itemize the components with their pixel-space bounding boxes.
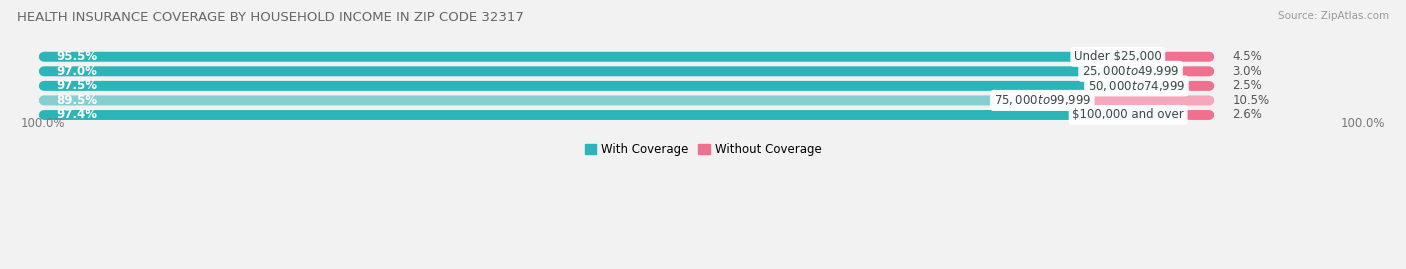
FancyBboxPatch shape bbox=[38, 66, 1180, 76]
Text: 97.0%: 97.0% bbox=[56, 65, 97, 78]
FancyBboxPatch shape bbox=[1180, 66, 1215, 76]
Text: Under $25,000: Under $25,000 bbox=[1074, 50, 1161, 63]
Text: 100.0%: 100.0% bbox=[21, 117, 66, 130]
Text: Source: ZipAtlas.com: Source: ZipAtlas.com bbox=[1278, 11, 1389, 21]
Text: 89.5%: 89.5% bbox=[56, 94, 97, 107]
Text: 4.5%: 4.5% bbox=[1232, 50, 1263, 63]
FancyBboxPatch shape bbox=[38, 52, 1161, 62]
Text: 97.5%: 97.5% bbox=[56, 79, 97, 92]
FancyBboxPatch shape bbox=[1161, 52, 1215, 62]
FancyBboxPatch shape bbox=[38, 52, 1215, 62]
Text: 3.0%: 3.0% bbox=[1232, 65, 1261, 78]
FancyBboxPatch shape bbox=[38, 81, 1185, 91]
FancyBboxPatch shape bbox=[1185, 81, 1215, 91]
Text: 2.5%: 2.5% bbox=[1232, 79, 1263, 92]
FancyBboxPatch shape bbox=[1184, 110, 1215, 120]
FancyBboxPatch shape bbox=[38, 110, 1184, 120]
FancyBboxPatch shape bbox=[38, 110, 1215, 120]
Text: $50,000 to $74,999: $50,000 to $74,999 bbox=[1088, 79, 1185, 93]
Text: $75,000 to $99,999: $75,000 to $99,999 bbox=[994, 93, 1091, 107]
Text: 100.0%: 100.0% bbox=[1340, 117, 1385, 130]
Text: $100,000 and over: $100,000 and over bbox=[1073, 108, 1184, 122]
Text: 10.5%: 10.5% bbox=[1232, 94, 1270, 107]
Text: 97.4%: 97.4% bbox=[56, 108, 97, 122]
FancyBboxPatch shape bbox=[38, 81, 1215, 91]
Text: 2.6%: 2.6% bbox=[1232, 108, 1263, 122]
Legend: With Coverage, Without Coverage: With Coverage, Without Coverage bbox=[579, 139, 827, 161]
FancyBboxPatch shape bbox=[1091, 95, 1215, 105]
Text: 95.5%: 95.5% bbox=[56, 50, 97, 63]
Text: $25,000 to $49,999: $25,000 to $49,999 bbox=[1081, 64, 1180, 78]
FancyBboxPatch shape bbox=[38, 95, 1091, 105]
Text: HEALTH INSURANCE COVERAGE BY HOUSEHOLD INCOME IN ZIP CODE 32317: HEALTH INSURANCE COVERAGE BY HOUSEHOLD I… bbox=[17, 11, 524, 24]
FancyBboxPatch shape bbox=[38, 66, 1215, 76]
FancyBboxPatch shape bbox=[38, 95, 1215, 105]
